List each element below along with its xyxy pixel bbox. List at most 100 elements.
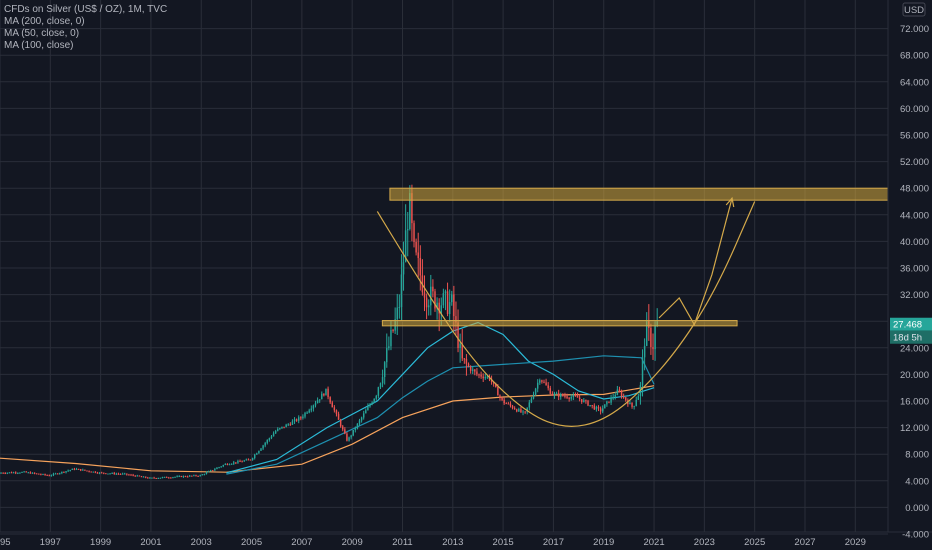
candle-body xyxy=(230,463,233,465)
candle-body xyxy=(358,420,361,424)
candle-body xyxy=(253,454,256,459)
candle-body xyxy=(289,424,292,426)
candle-body xyxy=(63,471,65,473)
candle-body xyxy=(82,469,84,471)
candle-body xyxy=(285,424,287,428)
candle-body xyxy=(545,382,547,386)
candle-body xyxy=(476,371,478,375)
candle-body xyxy=(543,381,545,383)
candle-body xyxy=(59,473,61,475)
candle-body xyxy=(560,394,562,397)
symbol-title[interactable]: CFDs on Silver (US$ / OZ), 1M, TVC xyxy=(4,4,168,15)
candle-body xyxy=(516,409,518,412)
x-tick-label: 2017 xyxy=(543,537,564,548)
y-tick-label: 44.000 xyxy=(900,210,929,221)
y-tick-label: 48.000 xyxy=(900,184,929,195)
indicator-ma50[interactable]: MA (50, close, 0) xyxy=(4,28,80,39)
candle-body xyxy=(474,369,476,372)
candle-body xyxy=(245,459,248,461)
candle-body xyxy=(218,467,220,469)
x-tick-label: 2015 xyxy=(493,537,514,548)
candle-body xyxy=(94,471,97,473)
candle-body xyxy=(392,330,394,332)
candle-body xyxy=(107,473,109,475)
candle-body xyxy=(346,433,348,441)
candle-body xyxy=(568,397,570,399)
candle-body xyxy=(105,473,107,475)
candle-body xyxy=(388,346,390,349)
candle-body xyxy=(96,472,99,474)
candle-body xyxy=(339,419,342,427)
candle-body xyxy=(132,474,134,476)
candle-body xyxy=(524,411,526,413)
candle-body xyxy=(585,400,587,402)
candle-body xyxy=(495,383,497,388)
candle-body xyxy=(12,472,15,474)
candle-body xyxy=(518,409,520,412)
candle-body xyxy=(201,474,204,476)
x-tick-label: 1995 xyxy=(0,537,11,548)
candle-body xyxy=(528,402,531,408)
currency-button[interactable]: USD xyxy=(902,2,926,17)
chart-legend: CFDs on Silver (US$ / OZ), 1M, TVC MA (2… xyxy=(4,4,167,52)
x-tick-label: 2001 xyxy=(140,537,161,548)
candle-body xyxy=(593,405,596,410)
candle-body xyxy=(371,402,373,405)
candle-body xyxy=(19,472,21,474)
candle-body xyxy=(530,398,533,403)
candle-body xyxy=(499,395,501,398)
candle-body xyxy=(270,436,273,439)
candle-body xyxy=(425,297,428,308)
candle-body xyxy=(419,258,422,276)
projection-path xyxy=(658,198,733,326)
candle-body xyxy=(75,468,78,470)
candle-body xyxy=(503,399,505,404)
candle-body xyxy=(620,391,623,397)
candle-body xyxy=(373,398,375,403)
candle-body xyxy=(98,472,101,474)
candle-body xyxy=(147,477,149,479)
candle-body xyxy=(168,477,170,479)
candle-body xyxy=(191,475,193,477)
candle-body xyxy=(25,471,27,473)
candle-body xyxy=(52,473,55,476)
candle-body xyxy=(258,450,260,454)
candle-body xyxy=(486,376,489,378)
candle-body xyxy=(115,473,118,475)
candle-body xyxy=(281,426,283,428)
candle-body xyxy=(268,438,271,440)
candle-body xyxy=(442,293,445,306)
candle-body xyxy=(553,393,556,396)
candle-body xyxy=(643,345,646,358)
x-tick-label: 2023 xyxy=(694,537,715,548)
indicator-ma100[interactable]: MA (100, close) xyxy=(4,40,74,51)
candle-body xyxy=(386,348,388,363)
candle-body xyxy=(469,366,472,371)
candle-body xyxy=(604,404,606,409)
candle-body xyxy=(50,475,53,477)
candle-body xyxy=(625,397,627,401)
candle-body xyxy=(434,291,436,309)
candle-body xyxy=(314,403,317,406)
candle-body xyxy=(203,474,206,476)
candle-body xyxy=(10,472,13,474)
candle-body xyxy=(631,402,633,407)
candle-body xyxy=(247,459,250,461)
candle-body xyxy=(541,380,543,382)
candle-body xyxy=(71,468,74,470)
candle-body xyxy=(612,396,614,398)
y-tick-label: 60.000 xyxy=(900,104,929,115)
y-tick-label: 68.000 xyxy=(900,51,929,62)
candle-body xyxy=(165,476,168,478)
x-tick-label: 2009 xyxy=(342,537,363,548)
candle-body xyxy=(142,476,145,478)
candle-body xyxy=(199,475,201,477)
time-axis[interactable]: 1995 1997 1999 2001 2003 2005 2007 2009 2011 2013… xyxy=(0,537,866,548)
candle-body xyxy=(144,476,147,478)
candle-body xyxy=(578,397,581,400)
indicator-ma200[interactable]: MA (200, close, 0) xyxy=(4,16,85,27)
candle-body xyxy=(566,396,568,398)
candle-body xyxy=(316,400,319,404)
candle-body xyxy=(264,442,266,446)
